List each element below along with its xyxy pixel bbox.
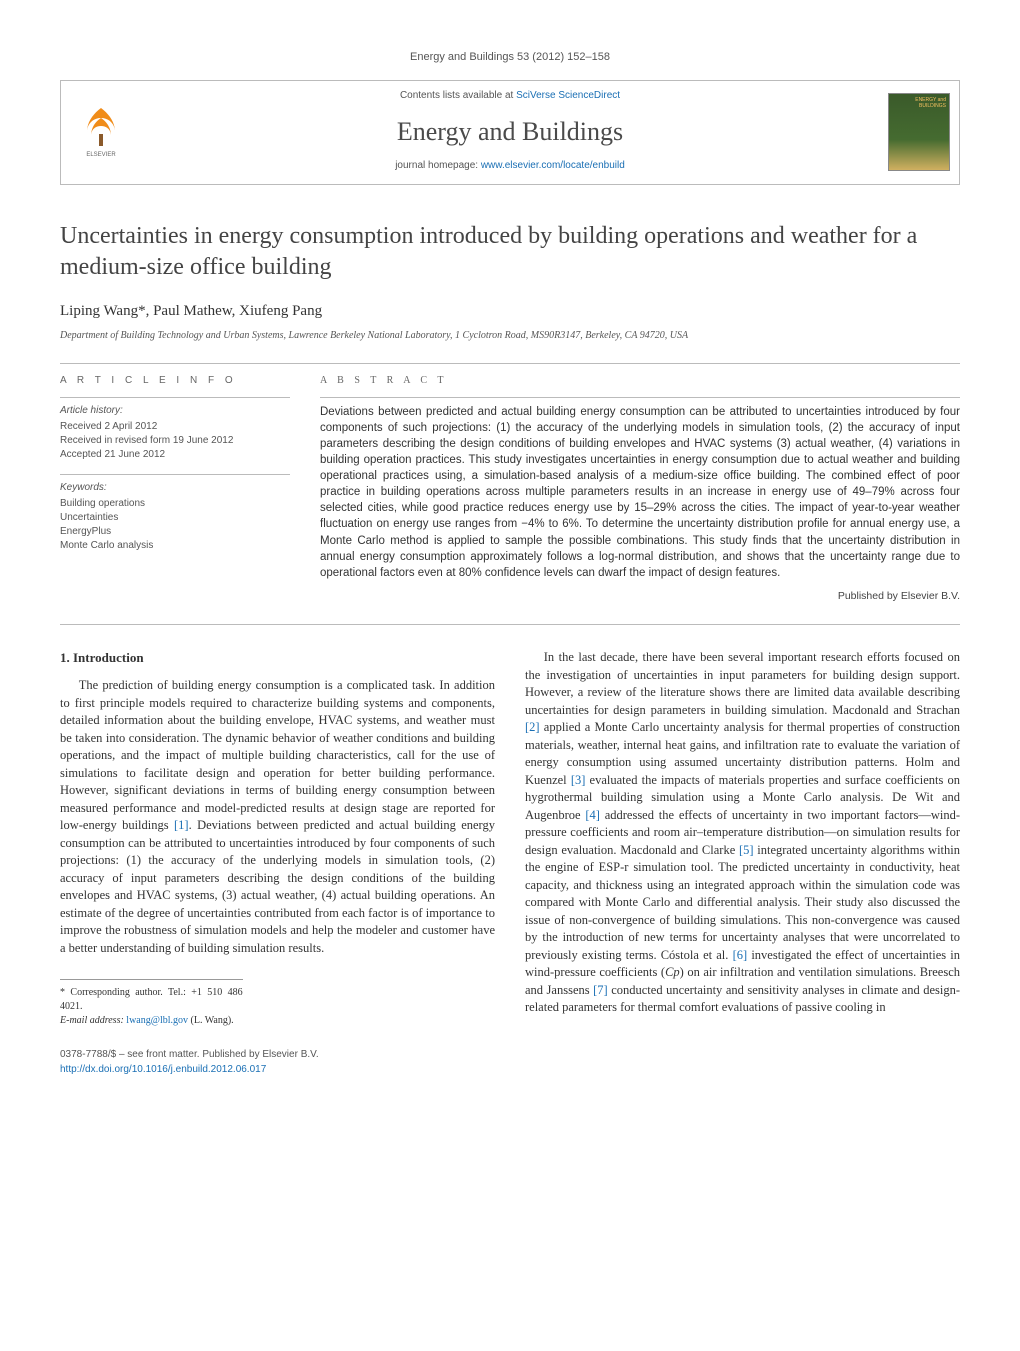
keyword: EnergyPlus: [60, 525, 290, 539]
authors: Liping Wang*, Paul Mathew, Xiufeng Pang: [60, 301, 960, 323]
email-label: E-mail address:: [60, 1015, 126, 1026]
keywords: Keywords: Building operations Uncertaint…: [60, 474, 290, 553]
citation-link[interactable]: [5]: [739, 843, 754, 857]
citation-link[interactable]: [7]: [593, 983, 608, 997]
footnote-tel: * Corresponding author. Tel.: +1 510 486…: [60, 986, 243, 1014]
divider: [320, 397, 960, 398]
front-matter-line: 0378-7788/$ – see front matter. Publishe…: [60, 1048, 960, 1063]
contents-available-line: Contents lists available at SciVerse Sci…: [141, 89, 879, 104]
contents-prefix: Contents lists available at: [400, 90, 516, 101]
affiliation: Department of Building Technology and Ur…: [60, 329, 960, 344]
history-received: Received 2 April 2012: [60, 420, 290, 434]
keyword: Building operations: [60, 497, 290, 511]
text-run: The prediction of building energy consum…: [60, 678, 495, 832]
citation-link[interactable]: [1]: [174, 818, 189, 832]
elsevier-tree-icon: ELSEVIER: [73, 104, 129, 160]
article-info-label: A R T I C L E I N F O: [60, 374, 290, 389]
journal-header: ELSEVIER Contents lists available at Sci…: [60, 80, 960, 185]
cover-thumbnail: ENERGY and BUILDINGS: [888, 93, 950, 171]
abstract-text: Deviations between predicted and actual …: [320, 404, 960, 581]
svg-text:ELSEVIER: ELSEVIER: [86, 152, 116, 158]
body-columns: 1. Introduction The prediction of buildi…: [60, 649, 960, 1028]
divider: [60, 363, 960, 364]
keywords-heading: Keywords:: [60, 481, 290, 495]
abstract-copyright: Published by Elsevier B.V.: [320, 589, 960, 604]
publisher-logo: ELSEVIER: [61, 81, 141, 184]
body-paragraph: In the last decade, there have been seve…: [525, 649, 960, 1017]
history-revised: Received in revised form 19 June 2012: [60, 434, 290, 448]
citation-link[interactable]: [3]: [571, 773, 586, 787]
citation-link[interactable]: [6]: [733, 948, 748, 962]
homepage-prefix: journal homepage:: [395, 160, 481, 171]
text-run: In the last decade, there have been seve…: [525, 650, 960, 717]
symbol-cp: Cp: [665, 965, 680, 979]
citation-link[interactable]: [4]: [585, 808, 600, 822]
email-tail: (L. Wang).: [188, 1015, 234, 1026]
text-run: integrated uncertainty algorithms within…: [525, 843, 960, 962]
journal-name: Energy and Buildings: [141, 113, 879, 151]
divider: [60, 624, 960, 625]
citation-link[interactable]: [2]: [525, 720, 540, 734]
homepage-link[interactable]: www.elsevier.com/locate/enbuild: [481, 160, 625, 171]
abstract-label: A B S T R A C T: [320, 374, 960, 389]
journal-cover: ENERGY and BUILDINGS: [879, 81, 959, 184]
journal-reference: Energy and Buildings 53 (2012) 152–158: [60, 50, 960, 66]
sciencedirect-link[interactable]: SciVerse ScienceDirect: [516, 90, 620, 101]
email-link[interactable]: lwang@lbl.gov: [126, 1015, 188, 1026]
text-run: . Deviations between predicted and actua…: [60, 818, 495, 955]
corresponding-author-footnote: * Corresponding author. Tel.: +1 510 486…: [60, 979, 243, 1028]
section-heading-introduction: 1. Introduction: [60, 649, 495, 667]
keyword: Uncertainties: [60, 511, 290, 525]
footer-block: 0378-7788/$ – see front matter. Publishe…: [60, 1048, 960, 1077]
body-paragraph: The prediction of building energy consum…: [60, 677, 495, 957]
homepage-line: journal homepage: www.elsevier.com/locat…: [141, 159, 879, 174]
keyword: Monte Carlo analysis: [60, 539, 290, 553]
article-history: Article history: Received 2 April 2012 R…: [60, 397, 290, 462]
history-heading: Article history:: [60, 404, 290, 418]
doi-link[interactable]: http://dx.doi.org/10.1016/j.enbuild.2012…: [60, 1064, 266, 1075]
history-accepted: Accepted 21 June 2012: [60, 448, 290, 462]
article-title: Uncertainties in energy consumption intr…: [60, 221, 960, 283]
footnote-email-line: E-mail address: lwang@lbl.gov (L. Wang).: [60, 1014, 243, 1028]
cover-label: ENERGY and BUILDINGS: [889, 98, 946, 109]
